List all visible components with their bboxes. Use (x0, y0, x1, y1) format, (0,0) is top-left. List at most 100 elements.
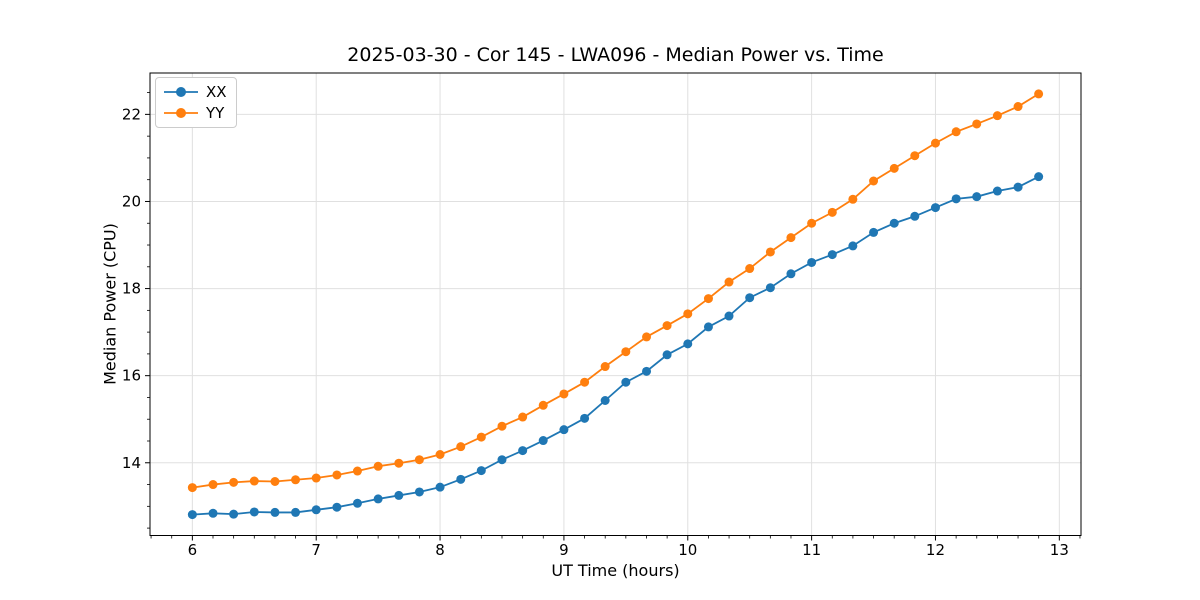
data-point (497, 421, 507, 431)
data-point (332, 502, 342, 512)
y-ticks: 14 16 18 20 22 (122, 105, 150, 472)
legend: XX YY (155, 77, 237, 128)
data-point (683, 339, 693, 349)
data-point (518, 412, 528, 422)
data-point (621, 347, 631, 357)
data-point (642, 332, 652, 342)
data-point (745, 264, 755, 274)
data-point (786, 269, 796, 279)
data-point (456, 474, 466, 484)
data-point (889, 218, 899, 228)
data-point (249, 507, 259, 517)
data-point (724, 311, 734, 321)
data-point (786, 233, 796, 243)
data-point (1013, 182, 1023, 192)
data-point (683, 309, 693, 319)
data-point (930, 138, 940, 148)
legend-label-yy: YY (206, 104, 225, 122)
y-tick-label: 18 (122, 280, 141, 298)
data-point (1034, 172, 1044, 182)
gridlines (150, 73, 1081, 536)
data-point (1034, 89, 1044, 99)
data-point (621, 377, 631, 387)
x-tick-label: 10 (678, 541, 697, 559)
data-point (848, 194, 858, 204)
x-tick-label: 11 (802, 541, 821, 559)
data-point (662, 350, 672, 360)
series-XX (187, 172, 1044, 520)
x-axis-label: UT Time (hours) (551, 561, 680, 580)
data-point (745, 293, 755, 303)
data-point (311, 505, 321, 515)
data-point (291, 475, 301, 485)
line-marker-icon (164, 87, 198, 97)
data-point (187, 510, 197, 520)
data-point (930, 203, 940, 213)
data-point (332, 470, 342, 480)
data-point (208, 480, 218, 490)
data-point (827, 207, 837, 217)
data-point (910, 211, 920, 221)
data-point (807, 218, 817, 228)
data-point (765, 247, 775, 257)
data-point (518, 446, 528, 456)
data-point (435, 482, 445, 492)
data-point (208, 508, 218, 518)
data-point (394, 458, 404, 468)
y-tick-label: 20 (122, 192, 141, 210)
axes-box (149, 72, 1082, 536)
data-point (703, 322, 713, 332)
data-point (972, 119, 982, 129)
x-tick-label: 7 (311, 541, 321, 559)
data-point (229, 509, 239, 519)
data-point (642, 366, 652, 376)
data-point (1013, 102, 1023, 112)
data-point (352, 466, 362, 476)
legend-label-xx: XX (206, 83, 227, 101)
data-point (559, 389, 569, 399)
data-point (311, 473, 321, 483)
x-tick-label: 8 (435, 541, 445, 559)
data-point (414, 455, 424, 465)
x-tick-label: 12 (926, 541, 945, 559)
data-point (662, 321, 672, 331)
data-point (951, 194, 961, 204)
data-point (456, 442, 466, 452)
line-marker-icon (164, 108, 198, 118)
data-point (249, 476, 259, 486)
data-point (889, 163, 899, 173)
series-YY (187, 89, 1044, 493)
y-tick-label: 16 (122, 367, 141, 385)
data-point (848, 241, 858, 251)
x-tick-label: 9 (559, 541, 569, 559)
data-point (869, 176, 879, 186)
data-point (869, 227, 879, 237)
data-point (992, 111, 1002, 121)
data-point (270, 507, 280, 517)
y-tick-label: 22 (122, 105, 141, 123)
data-point (229, 477, 239, 487)
legend-entry-yy: YY (163, 103, 227, 123)
data-point (270, 477, 280, 486)
data-point (827, 250, 837, 260)
x-tick-label: 6 (188, 541, 198, 559)
data-point (538, 436, 548, 446)
data-point (559, 425, 569, 435)
data-point (724, 277, 734, 287)
legend-entry-xx: XX (163, 82, 227, 102)
data-point (807, 257, 817, 267)
data-point (352, 498, 362, 508)
data-point (476, 432, 486, 442)
data-point (951, 127, 961, 137)
y-tick-label: 14 (122, 454, 141, 472)
data-point (972, 192, 982, 202)
data-point (497, 455, 507, 465)
data-point (187, 483, 197, 493)
data-point (476, 466, 486, 476)
data-point (373, 494, 383, 504)
data-point (992, 186, 1002, 196)
data-point (394, 490, 404, 500)
data-point (765, 283, 775, 293)
